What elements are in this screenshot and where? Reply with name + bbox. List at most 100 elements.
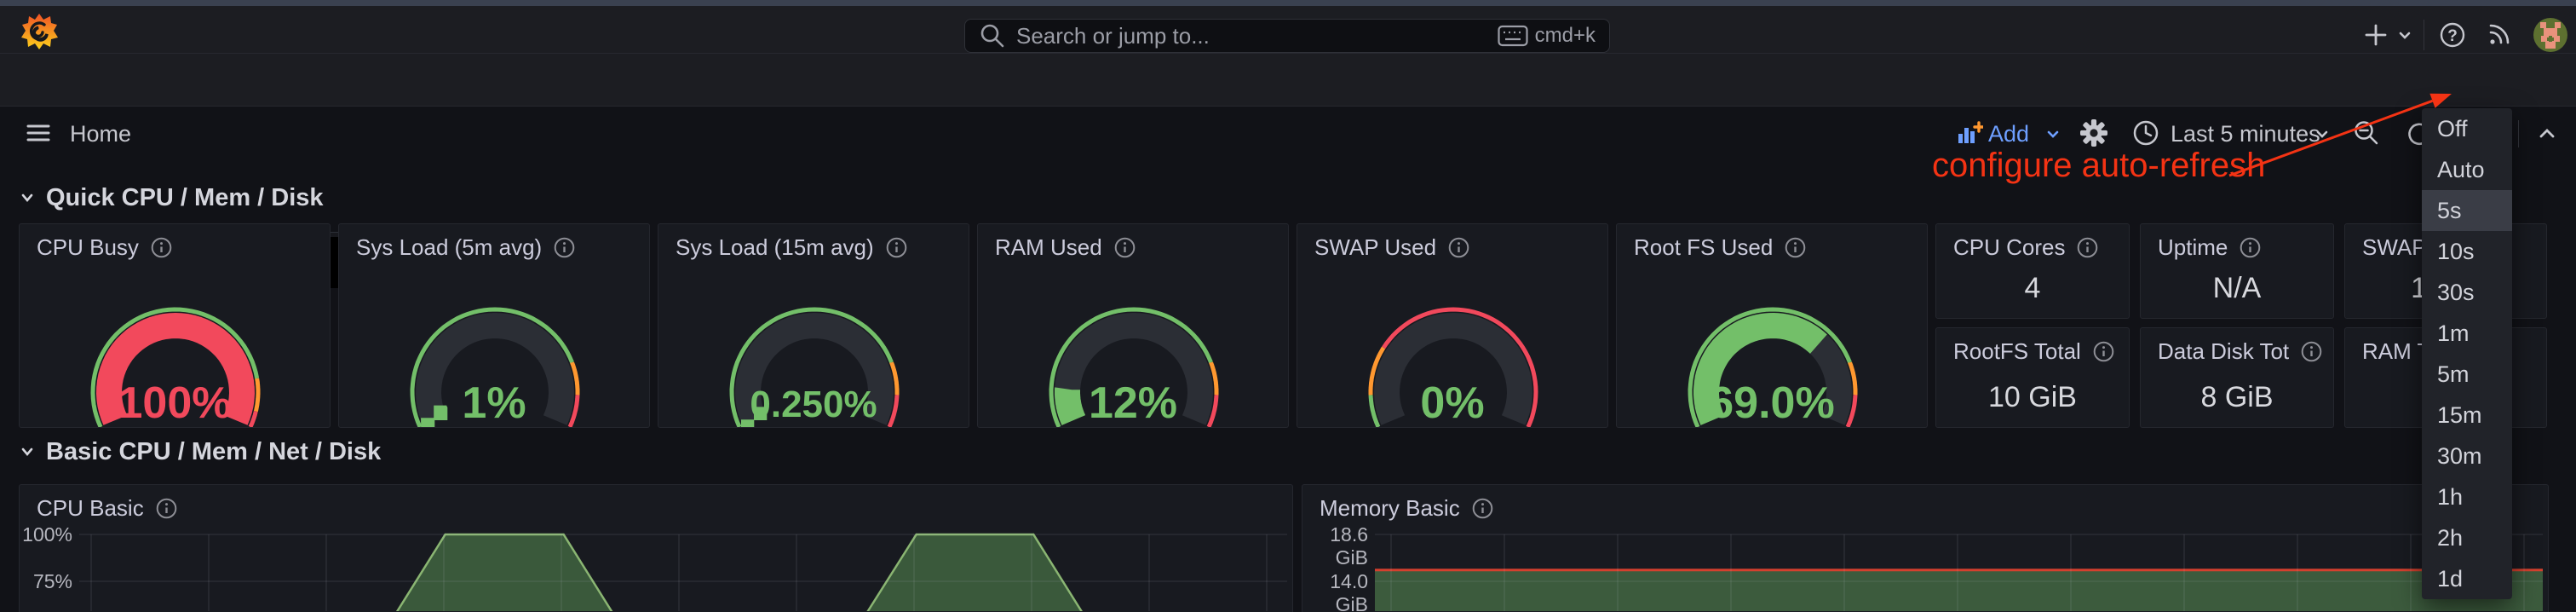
section-title: Basic CPU / Mem / Net / Disk [46,438,382,465]
gauge-arc [339,224,649,427]
gauge-arc [1297,224,1607,427]
top-bar: Search or jump to... cmd+k [0,6,2576,54]
search-placeholder: Search or jump to... [1016,22,1210,49]
refresh-menu-item-1d[interactable]: 1d [2437,566,2464,592]
panel-title-text[interactable]: RootFS Total [1953,338,2081,364]
info-icon[interactable] [1784,236,1807,259]
info-icon[interactable] [2076,236,2099,259]
news-icon [2489,24,2510,44]
dashboard-toolbar: Home Add [0,54,2576,147]
panel-title-text[interactable]: CPU Cores [1953,234,2066,260]
panel-title-text[interactable]: RAM T [2362,338,2431,364]
refresh-menu-item-30m[interactable]: 30m [2437,443,2482,469]
menu-icon [26,124,50,141]
panel-title-text[interactable]: CPU Busy [37,234,139,260]
gauge [1368,307,1538,427]
gauge-panel: RAM Used 12% [977,223,1289,428]
refresh-menu-item-5s[interactable]: 5s [2422,190,2512,231]
refresh-menu-item-30s[interactable]: 30s [2437,280,2475,305]
time-picker-clock[interactable] [2131,118,2160,147]
breadcrumb-home[interactable]: Home [70,121,132,147]
chevron-down-icon [2399,32,2411,39]
section-row-quick[interactable]: Quick CPU / Mem / Disk [19,184,324,212]
panel-title: CPU Busy [37,234,173,261]
info-icon[interactable] [1113,236,1136,259]
info-icon[interactable] [155,497,178,520]
panel-title-text[interactable]: Data Disk Tot [2158,338,2290,364]
stat-value: 10 GiB [1988,381,2077,413]
refresh-menu-item-1h[interactable]: 1h [2437,484,2464,510]
add-chevron[interactable] [2044,129,2061,141]
gauge-value: 0% [1420,378,1485,428]
mega-menu-button[interactable] [26,120,51,146]
panel-title: CPU Cores [1953,234,2099,261]
refresh-menu-item-off[interactable]: Off [2437,116,2468,141]
gauge-value: 1% [462,378,526,428]
avatar[interactable] [2533,17,2568,53]
info-icon[interactable] [885,236,908,259]
gauge-panel: Sys Load (15m avg) 0.250% [658,223,969,428]
panel-title-text[interactable]: Sys Load (5m avg) [356,234,543,260]
panel-title-text[interactable]: CPU Basic [37,495,144,521]
panel-title: Memory Basic [1320,495,1494,522]
panel-title-text[interactable]: Root FS Used [1634,234,1774,260]
chart-panel: Memory Basic 18.6 GiB 14.0 GiB [1302,484,2549,612]
gauge [410,307,580,427]
info-icon[interactable] [1471,497,1494,520]
refresh-menu-item-15m[interactable]: 15m [2437,402,2482,428]
clock-icon [2133,120,2159,146]
info-icon[interactable] [553,236,576,259]
panel-title: Uptime [2158,234,2262,261]
refresh-menu-item-10s[interactable]: 10s [2437,239,2475,264]
panel-title: Root FS Used [1634,234,1807,261]
info-icon[interactable] [150,236,173,259]
refresh-menu-item-2h[interactable]: 2h [2437,525,2464,551]
panel-title: RAM Used [995,234,1136,261]
gauge-panel: Root FS Used 69.0% [1616,223,1928,428]
grafana-logo[interactable] [20,12,58,51]
news-button[interactable] [2484,20,2515,50]
gauge-arc [20,224,330,427]
toolbar-divider [2518,120,2519,147]
gauge [90,307,261,427]
panel-title-text[interactable]: RAM Used [995,234,1102,260]
chart-plot [1302,485,2548,611]
info-icon[interactable] [2239,236,2262,259]
info-icon[interactable] [1447,236,1470,259]
panel-title-text[interactable]: SWAP Used [1314,234,1437,260]
panel-title: RootFS Total [1953,338,2115,365]
info-icon[interactable] [2092,340,2115,363]
refresh-menu-item-1m[interactable]: 1m [2437,320,2470,346]
chevron-down-icon [21,193,33,202]
search-input[interactable]: Search or jump to... cmd+k [964,19,1610,53]
gauge-panel: SWAP Used 0% [1297,223,1608,428]
refresh-menu-item-5m[interactable]: 5m [2437,361,2470,387]
info-icon[interactable] [2300,340,2323,363]
window-edge-strip [0,0,2576,6]
keyboard-icon [1498,23,1528,49]
panel-title-text[interactable]: SWAP [2362,234,2427,260]
collapse-toolbar-button[interactable] [2537,126,2557,140]
refresh-menu-item-auto[interactable]: Auto [2437,157,2485,182]
gauge-value: 12% [1088,378,1178,428]
new-button[interactable] [2361,20,2390,49]
svg-text:?: ? [2447,27,2458,45]
gauge-value: 100% [118,378,232,428]
new-button-chevron[interactable] [2396,30,2413,42]
add-button[interactable]: Add [1988,121,2030,147]
help-icon: ? [2440,22,2465,48]
panel-title-text[interactable]: Sys Load (15m avg) [676,234,874,260]
section-row-basic[interactable]: Basic CPU / Mem / Net / Disk [19,438,381,466]
gauge [1688,307,1858,427]
panel-title: Data Disk Tot [2158,338,2323,365]
panel-title-text[interactable]: Uptime [2158,234,2228,260]
dashboard-settings-button[interactable] [2079,118,2108,147]
panel-title: Sys Load (15m avg) [676,234,908,261]
stat-value: N/A [2212,272,2262,304]
help-button[interactable]: ? [2437,20,2468,50]
y-axis-tick: 14.0 GiB [1330,570,1368,612]
stat-value: 8 GiB [2200,381,2274,413]
gauge [729,307,900,427]
panel-title-text[interactable]: Memory Basic [1320,495,1460,521]
